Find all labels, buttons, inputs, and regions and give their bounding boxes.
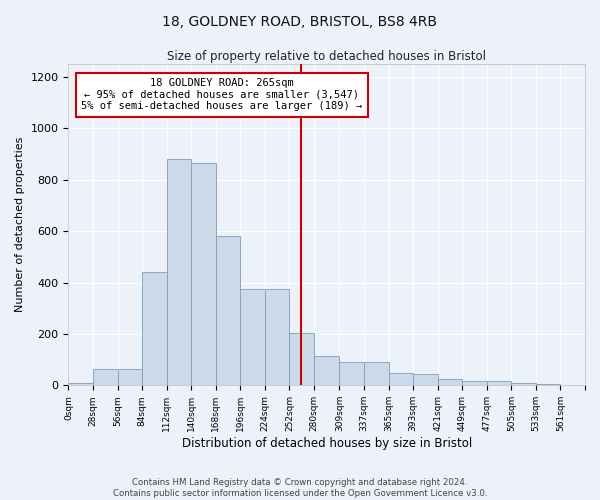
Bar: [413, 374, 437, 386]
Bar: [142, 272, 167, 386]
Y-axis label: Number of detached properties: Number of detached properties: [15, 137, 25, 312]
Bar: [437, 379, 462, 386]
Bar: [289, 332, 314, 386]
Bar: [536, 384, 560, 386]
Bar: [340, 362, 364, 386]
Bar: [167, 159, 191, 386]
Text: Contains HM Land Registry data © Crown copyright and database right 2024.
Contai: Contains HM Land Registry data © Crown c…: [113, 478, 487, 498]
Bar: [241, 289, 265, 386]
Bar: [314, 356, 340, 386]
Bar: [560, 384, 585, 386]
Bar: [487, 382, 511, 386]
Text: 18, GOLDNEY ROAD, BRISTOL, BS8 4RB: 18, GOLDNEY ROAD, BRISTOL, BS8 4RB: [163, 15, 437, 29]
Bar: [93, 368, 118, 386]
Title: Size of property relative to detached houses in Bristol: Size of property relative to detached ho…: [167, 50, 486, 63]
Bar: [68, 383, 93, 386]
Bar: [216, 236, 241, 386]
Bar: [364, 362, 389, 386]
Bar: [462, 380, 487, 386]
Bar: [511, 384, 536, 386]
Bar: [118, 368, 142, 386]
Bar: [191, 163, 216, 386]
X-axis label: Distribution of detached houses by size in Bristol: Distribution of detached houses by size …: [182, 437, 472, 450]
Bar: [389, 372, 413, 386]
Bar: [265, 289, 289, 386]
Text: 18 GOLDNEY ROAD: 265sqm
← 95% of detached houses are smaller (3,547)
5% of semi-: 18 GOLDNEY ROAD: 265sqm ← 95% of detache…: [81, 78, 362, 112]
